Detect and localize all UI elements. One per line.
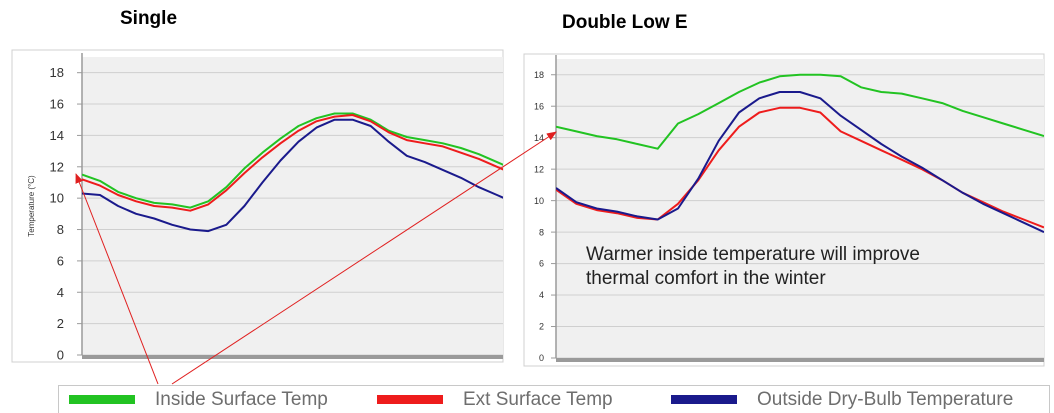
legend-item-outside-dry-bulb: Outside Dry-Bulb Temperature — [671, 386, 1013, 413]
plot-area-single — [82, 57, 503, 355]
legend-label-inside-surface: Inside Surface Temp — [155, 388, 328, 410]
chart-double-low-e: 0 2 4 6 8 10 12 14 16 18 — [523, 53, 1045, 367]
charts-canvas: 0 2 4 6 8 10 12 14 16 18 Temperature (°C) 0 2 4 6 8 10 12… — [11, 49, 1045, 385]
x-axis-bar-double-low-e — [556, 358, 1044, 362]
y-tick-label: 4 — [539, 290, 544, 300]
legend-label-ext-surface: Ext Surface Temp — [463, 388, 613, 410]
series-line-ext-surface-temp — [82, 114, 503, 212]
legend: Inside Surface Temp Ext Surface Temp Out… — [58, 385, 1050, 413]
y-tick-label: 2 — [539, 322, 544, 332]
arrow-to-double-chart — [171, 131, 557, 385]
arrow-to-single-chart — [75, 173, 159, 385]
annotation-text: Warmer inside temperature will improve t… — [586, 243, 1006, 291]
legend-label-outside-dry-bulb: Outside Dry-Bulb Temperature — [757, 388, 1014, 410]
legend-item-ext-surface: Ext Surface Temp — [377, 386, 613, 413]
plot-area-double-low-e — [556, 59, 1044, 358]
y-tick-label: 18 — [50, 65, 64, 80]
y-tick-label: 4 — [57, 285, 64, 300]
y-tick-label: 10 — [50, 191, 64, 206]
y-tick-label: 14 — [534, 133, 544, 143]
series-line-outside-dry-bulb-temperature — [82, 118, 503, 233]
series-group-single — [82, 112, 503, 233]
legend-swatch-inside-surface — [69, 395, 135, 404]
y-tick-label: 8 — [539, 227, 544, 237]
y-tick-label: 8 — [57, 222, 64, 237]
y-tick-label: 6 — [57, 253, 64, 268]
y-tick-label: 2 — [57, 316, 64, 331]
x-axis-bar-single — [82, 355, 503, 359]
chart-title-single: Single — [120, 8, 178, 29]
y-tick-label: 10 — [534, 196, 544, 206]
y-tick-label: 14 — [50, 128, 64, 143]
y-tick-label: 0 — [539, 353, 544, 363]
series-line-inside-surface-temp — [556, 73, 1044, 150]
chart-title-double-low-e: Double Low E — [562, 12, 688, 33]
annotation-line-2: thermal comfort in the winter — [586, 268, 826, 289]
legend-item-inside-surface: Inside Surface Temp — [69, 386, 328, 413]
series-line-inside-surface-temp — [82, 112, 503, 209]
chart-single: 0 2 4 6 8 10 12 14 16 18 Temperature (°C) — [11, 49, 504, 363]
y-tick-label: 0 — [57, 348, 64, 363]
y-axis-label: Temperature (°C) — [27, 175, 36, 237]
y-tick-label: 16 — [534, 101, 544, 111]
legend-swatch-outside-dry-bulb — [671, 395, 737, 404]
series-line-outside-dry-bulb-temperature — [556, 91, 1044, 234]
y-tick-label: 18 — [534, 70, 544, 80]
series-group-double-low-e — [556, 73, 1044, 234]
y-tick-label: 16 — [50, 97, 64, 112]
legend-swatch-ext-surface — [377, 395, 443, 404]
y-tick-label: 6 — [539, 259, 544, 269]
annotation-line-1: Warmer inside temperature will improve — [586, 244, 921, 265]
y-tick-label: 12 — [50, 159, 64, 174]
y-tick-label: 12 — [534, 164, 544, 174]
